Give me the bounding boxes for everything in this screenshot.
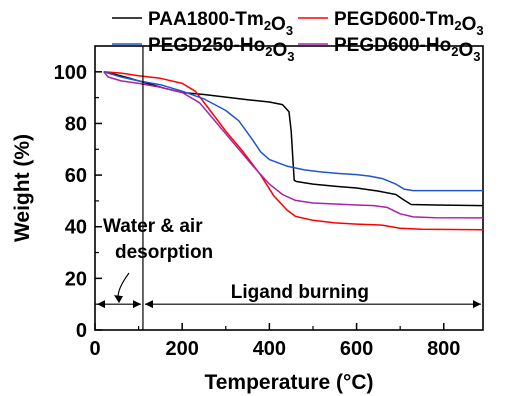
- legend-label-0: PAA1800-Tm2O3: [148, 9, 293, 38]
- y-tick-label: 100: [54, 62, 87, 84]
- ligand-arrow-left: [144, 300, 153, 309]
- x-tick-label: 200: [166, 338, 199, 360]
- annotation-water-desorption: desorption: [115, 242, 213, 263]
- ligand-arrow-right: [473, 300, 481, 309]
- annotation-layer: Water & air desorption Ligand burning: [97, 46, 481, 330]
- plot-frame: [94, 45, 484, 331]
- y-tick-label: 40: [65, 217, 87, 239]
- legend-label-2: PEGD250-Ho2O3: [148, 35, 294, 64]
- annotation-water-desorption: Water & air: [103, 216, 203, 237]
- ticks-layer: 0 200 400 600 800 0 20 40 60 80 100: [54, 62, 461, 360]
- legend-label-3: PEGD600-Ho2O3: [334, 35, 480, 64]
- series-layer: [103, 71, 484, 231]
- x-axis-label: Temperature (°C): [204, 371, 373, 394]
- series-line-0: [103, 71, 484, 207]
- annotation-ligand-burning: Ligand burning: [231, 282, 369, 303]
- series-line-1: [103, 71, 484, 231]
- series-line-3: [103, 71, 484, 219]
- legend: PAA1800-Tm2O3 PEGD600-Tm2O3 PEGD250-Ho2O3 P…: [112, 9, 484, 64]
- x-tick-label: 800: [427, 338, 460, 360]
- legend-label-1: PEGD600-Tm2O3: [334, 9, 484, 38]
- desorption-arrow-left: [97, 300, 105, 309]
- desorption-arrow-right: [132, 300, 141, 309]
- x-tick-label: 0: [89, 338, 100, 360]
- y-tick-label: 0: [76, 320, 87, 342]
- desorption-pointer-head: [114, 295, 123, 304]
- x-tick-label: 600: [340, 338, 373, 360]
- x-tick-label: 400: [253, 338, 286, 360]
- y-tick-label: 60: [65, 165, 87, 187]
- y-tick-label: 20: [65, 268, 87, 290]
- y-axis-label: Weight (%): [11, 134, 34, 242]
- y-tick-label: 80: [65, 113, 87, 135]
- series-line-2: [103, 71, 483, 192]
